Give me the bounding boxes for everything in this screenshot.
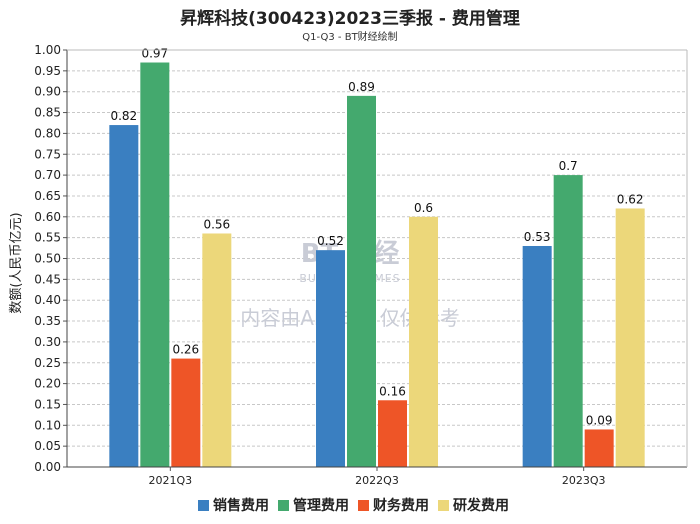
y-tick-label: 0.20 <box>34 377 61 391</box>
chart-subtitle: Q1-Q3 - BT财经绘制 <box>302 32 398 43</box>
y-tick-label: 1.00 <box>34 43 61 57</box>
legend-swatch <box>278 500 289 511</box>
y-tick-label: 0.80 <box>34 126 61 140</box>
chart-title: 昇辉科技(300423)2023三季报 - 费用管理 <box>180 9 520 29</box>
x-tick-label: 2022Q3 <box>355 474 399 487</box>
bar <box>522 245 552 467</box>
bar-value-label: 0.52 <box>317 234 344 248</box>
axes: 0.00 0.05 0.10 0.15 0.20 0.25 0.30 0.35 0.40 0.45… <box>34 43 688 487</box>
x-tick-label: 2023Q3 <box>562 474 606 487</box>
y-tick-label: 0.35 <box>34 314 61 328</box>
bar <box>140 62 170 467</box>
bar-value-label: 0.6 <box>414 201 433 215</box>
legend-swatch <box>198 500 209 511</box>
bar <box>553 175 583 467</box>
y-tick-label: 0.15 <box>34 397 61 411</box>
bar-value-label: 0.62 <box>617 192 644 206</box>
legend-label: 财务费用 <box>372 497 429 514</box>
y-tick-label: 0.00 <box>34 460 61 474</box>
bar <box>316 250 345 467</box>
x-tick-label: 2021Q3 <box>149 474 193 487</box>
legend-swatch <box>358 500 369 511</box>
grid-lines <box>67 49 687 468</box>
bar <box>202 233 232 467</box>
bar <box>347 95 376 468</box>
bar-value-label: 0.26 <box>172 343 199 357</box>
bar-value-label: 0.16 <box>379 384 406 398</box>
y-tick-label: 0.50 <box>34 252 61 266</box>
legend-label: 研发费用 <box>453 497 509 514</box>
y-tick-label: 0.75 <box>34 147 61 161</box>
y-tick-label: 0.55 <box>34 231 61 245</box>
bar <box>171 358 201 467</box>
y-tick-label: 0.05 <box>34 439 61 453</box>
bar-value-label: 0.53 <box>524 230 551 244</box>
bar-value-label: 0.56 <box>203 217 230 231</box>
bar <box>409 216 438 467</box>
y-tick-label: 0.95 <box>34 64 61 78</box>
y-tick-label: 0.70 <box>34 168 61 182</box>
bar <box>615 208 645 467</box>
y-tick-label: 0.40 <box>34 293 61 307</box>
y-tick-label: 0.90 <box>34 85 61 99</box>
legend: 销售费用 管理费用 财务费用 研发费用 <box>198 497 509 514</box>
legend-label: 管理费用 <box>293 497 349 514</box>
bar-value-label: 0.97 <box>141 47 168 61</box>
bars: 0.82 0.97 0.26 0.56 0.52 0.89 0.16 0.6 0.53 0.7 0.… <box>109 47 645 468</box>
bar <box>109 125 139 467</box>
bar-value-label: 0.82 <box>110 109 137 123</box>
y-tick-label: 0.85 <box>34 106 61 120</box>
bar-value-label: 0.09 <box>586 413 613 427</box>
y-tick-label: 0.30 <box>34 335 61 349</box>
bar <box>378 400 407 467</box>
y-tick-label: 0.25 <box>34 356 61 370</box>
y-tick-label: 0.60 <box>34 210 61 224</box>
y-tick-label: 0.10 <box>34 418 61 432</box>
y-axis-title: 数额(人民币亿元) <box>9 212 24 313</box>
bar-value-label: 0.7 <box>559 159 578 173</box>
bar <box>584 429 614 467</box>
y-tick-label: 0.45 <box>34 272 61 286</box>
y-tick-label: 0.65 <box>34 189 61 203</box>
bar-value-label: 0.89 <box>348 80 375 94</box>
legend-swatch <box>438 500 449 511</box>
legend-label: 销售费用 <box>213 497 269 514</box>
